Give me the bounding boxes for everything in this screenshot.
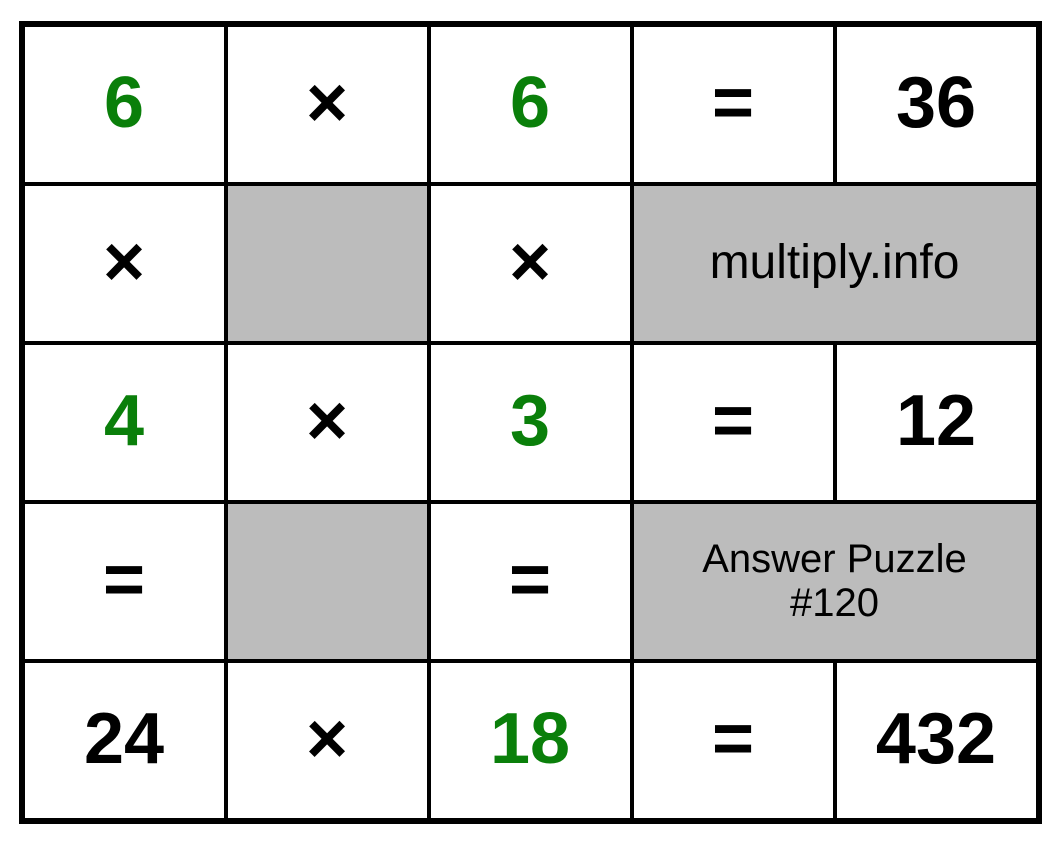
cell-r4c1-equals: = <box>23 502 226 661</box>
cell-r4c2-blank <box>226 502 429 661</box>
cell-r3c4-equals: = <box>632 343 835 502</box>
cell-r1c4-equals: = <box>632 25 835 184</box>
cell-r5c2-operator: × <box>226 661 429 820</box>
cell-r2c2-blank <box>226 184 429 343</box>
cell-r3c5-result: 12 <box>835 343 1038 502</box>
cell-r4-puzzle-label: Answer Puzzle #120 <box>632 502 1038 661</box>
cell-r5c3: 18 <box>429 661 632 820</box>
cell-r5c5-result: 432 <box>835 661 1038 820</box>
cell-r2c1-operator: × <box>23 184 226 343</box>
puzzle-label-line1: Answer Puzzle <box>702 537 967 581</box>
cell-r4c3-equals: = <box>429 502 632 661</box>
cell-r2-site-label: multiply.info <box>632 184 1038 343</box>
cell-r5c1-result: 24 <box>23 661 226 820</box>
cell-r3c2-operator: × <box>226 343 429 502</box>
cell-r1c5-result: 36 <box>835 25 1038 184</box>
cell-r1c2-operator: × <box>226 25 429 184</box>
cell-r5c4-equals: = <box>632 661 835 820</box>
puzzle-label-line2: #120 <box>790 581 879 625</box>
cell-r1c3: 6 <box>429 25 632 184</box>
cell-r3c1: 4 <box>23 343 226 502</box>
cell-r1c1: 6 <box>23 25 226 184</box>
cell-r2c3-operator: × <box>429 184 632 343</box>
cell-r3c3: 3 <box>429 343 632 502</box>
puzzle-grid: 6 × 6 = 36 × × multiply.info 4 × 3 = 12 … <box>19 21 1042 824</box>
